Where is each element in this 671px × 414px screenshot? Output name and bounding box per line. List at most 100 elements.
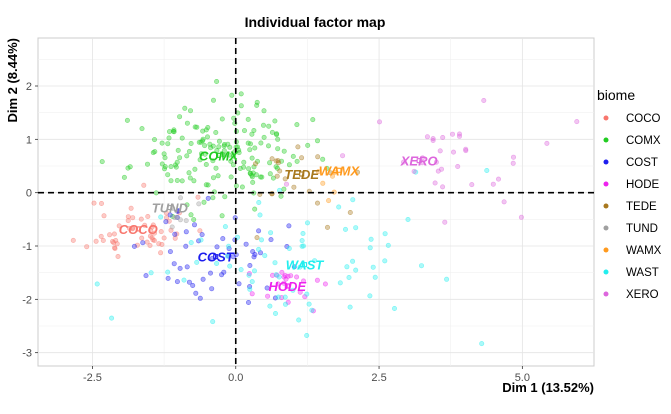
data-point-wast: [350, 258, 356, 264]
data-point-xero: [283, 181, 289, 187]
data-point-cost: [291, 264, 297, 270]
data-point-comx: [216, 138, 222, 144]
data-point-comx: [261, 108, 267, 114]
data-point-tede: [269, 156, 275, 162]
data-point-hode: [275, 281, 281, 287]
data-point-comx: [188, 141, 194, 147]
centroid-marker-xero: [416, 158, 422, 164]
data-point-comx: [260, 122, 266, 128]
legend-label-wast: WAST: [626, 267, 659, 279]
data-point-coco: [142, 222, 148, 228]
data-point-wast: [382, 258, 388, 264]
data-point-comx: [229, 92, 235, 98]
data-point-coco: [125, 214, 131, 220]
data-point-comx: [188, 108, 194, 114]
data-point-wast: [290, 287, 296, 293]
data-point-comx: [194, 124, 200, 130]
data-point-comx: [191, 178, 197, 184]
data-point-comx: [188, 212, 194, 218]
centroid-label-xero: XERO: [400, 154, 438, 169]
data-point-wast: [299, 243, 305, 249]
data-point-comx: [252, 145, 258, 151]
data-point-tund: [169, 224, 175, 230]
data-point-wast: [347, 304, 353, 310]
data-point-cost: [183, 229, 189, 235]
data-point-wast: [210, 319, 216, 325]
legend-key-wamx: [603, 247, 609, 253]
data-point-comx: [320, 156, 326, 162]
data-point-comx: [249, 131, 255, 137]
data-point-comx: [252, 206, 258, 212]
data-point-coco: [144, 239, 150, 245]
data-point-wast: [309, 307, 315, 313]
data-point-comx: [199, 151, 205, 157]
data-point-comx: [254, 102, 260, 108]
data-point-cost: [131, 243, 137, 249]
data-point-cost: [175, 208, 181, 214]
data-point-coco: [163, 210, 169, 216]
data-point-comx: [186, 149, 192, 155]
data-point-wast: [300, 231, 306, 237]
data-point-wast: [246, 272, 252, 278]
data-point-comx: [248, 141, 254, 147]
data-point-coco: [107, 232, 113, 238]
data-point-comx: [233, 183, 239, 189]
data-point-wast: [299, 238, 305, 244]
data-point-wast: [304, 291, 310, 297]
data-points: [70, 79, 580, 347]
legend-label-tede: TEDE: [626, 201, 657, 213]
data-point-xero: [501, 199, 507, 205]
data-point-xero: [463, 148, 469, 154]
y-tick-label: 2: [26, 81, 32, 93]
data-point-comx: [205, 182, 211, 188]
data-point-coco: [84, 244, 90, 250]
data-point-wast: [109, 315, 115, 321]
data-point-comx: [290, 153, 296, 159]
data-point-coco: [141, 182, 147, 188]
data-point-comx: [213, 165, 219, 171]
data-point-wast: [370, 264, 376, 270]
data-point-wast: [275, 294, 281, 300]
data-point-comx: [203, 182, 209, 188]
data-point-comx: [214, 148, 220, 154]
data-point-tede: [295, 144, 301, 150]
data-point-comx: [324, 165, 330, 171]
data-point-comx: [238, 91, 244, 97]
data-point-comx: [230, 162, 236, 168]
data-point-wast: [444, 276, 450, 282]
data-point-comx: [159, 140, 165, 146]
x-axis-ticks: -2.5 0.0 2.5 5.0: [83, 366, 530, 384]
data-point-cost: [197, 295, 203, 301]
data-point-tede: [314, 200, 320, 206]
data-point-tede: [354, 169, 360, 175]
data-point-comx: [192, 124, 198, 130]
data-point-wast: [198, 237, 204, 243]
data-point-comx: [266, 123, 272, 129]
data-point-comx: [278, 193, 284, 199]
data-point-coco: [100, 238, 106, 244]
data-point-xero: [433, 159, 439, 165]
data-point-comx: [182, 105, 188, 111]
data-point-xero: [481, 98, 487, 104]
centroid-marker-cost: [213, 254, 219, 260]
data-point-tede: [273, 158, 279, 164]
data-point-cost: [172, 231, 178, 237]
data-point-cost: [205, 195, 211, 201]
data-point-wast: [222, 224, 228, 230]
data-point-comx: [201, 199, 207, 205]
data-point-wast: [353, 225, 359, 231]
data-point-tund: [196, 201, 202, 207]
data-point-comx: [184, 202, 190, 208]
data-point-xero: [430, 138, 436, 144]
data-point-xero: [495, 176, 501, 182]
data-point-comx: [259, 174, 265, 180]
centroid-label-wast: WAST: [286, 258, 325, 273]
data-point-wamx: [326, 198, 332, 204]
data-point-wast: [214, 260, 220, 266]
data-point-hode: [279, 269, 285, 275]
legend-label-wamx: WAMX: [626, 245, 662, 257]
data-point-comx: [215, 173, 221, 179]
data-point-coco: [130, 226, 136, 232]
data-point-tede: [347, 210, 353, 216]
